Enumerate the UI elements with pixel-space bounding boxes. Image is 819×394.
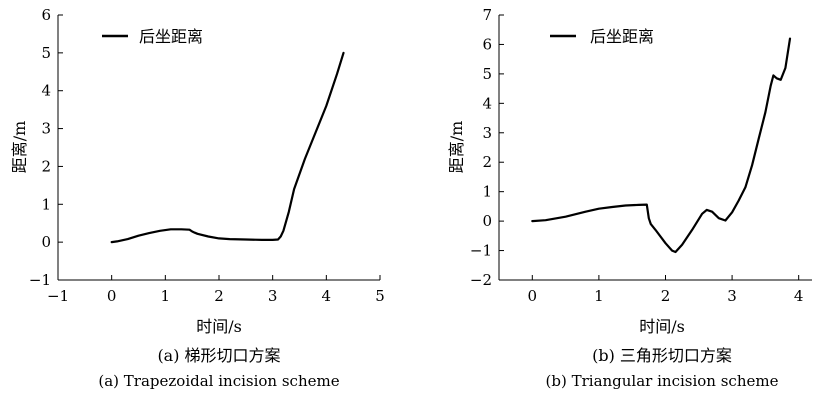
caption-zh: (b) 三角形切口方案 (592, 346, 732, 365)
x-tick-label: 0 (528, 287, 538, 305)
legend-label: 后坐距离 (139, 27, 203, 46)
y-tick-label: −1 (29, 271, 51, 289)
y-tick-label: 3 (482, 124, 492, 142)
x-tick-label: 2 (661, 287, 671, 305)
y-tick-label: 5 (41, 44, 51, 62)
y-tick-label: 4 (41, 82, 51, 100)
x-tick-label: 5 (375, 287, 385, 305)
y-tick-label: 6 (482, 35, 492, 53)
series-line (110, 51, 345, 244)
y-tick-label: 2 (482, 153, 492, 171)
caption-en: (a) Trapezoidal incision scheme (98, 372, 339, 390)
y-tick-label: 1 (482, 183, 492, 201)
legend: 后坐距离 (550, 27, 654, 46)
x-tick-label: 1 (161, 287, 171, 305)
x-tick-label: 3 (268, 287, 278, 305)
y-tick-label: −1 (470, 242, 492, 260)
x-tick-label: 0 (107, 287, 117, 305)
caption-en: (b) Triangular incision scheme (546, 372, 779, 390)
y-tick-label: 7 (482, 6, 492, 24)
x-axis-label: 时间/s (639, 317, 685, 336)
y-tick-label: 1 (41, 195, 51, 213)
y-tick-label: 0 (41, 233, 51, 251)
legend-label: 后坐距离 (590, 27, 654, 46)
x-tick-label: −1 (47, 287, 69, 305)
y-axis-label: 距离/m (447, 121, 466, 174)
x-tick-label: 3 (727, 287, 737, 305)
y-tick-label: 3 (41, 120, 51, 138)
y-tick-label: 5 (482, 65, 492, 83)
caption-zh: (a) 梯形切口方案 (157, 346, 280, 365)
y-tick-label: −2 (470, 271, 492, 289)
y-tick-label: 4 (482, 94, 492, 112)
x-axis-label: 时间/s (196, 317, 242, 336)
y-tick-label: 6 (41, 6, 51, 24)
y-tick-label: 0 (482, 212, 492, 230)
series-line (531, 37, 792, 254)
chart-panel-b: 0 1 2 3 4 −2 −1 0 1 2 3 4 5 6 7 后坐距离 距离/m 时间/s (b) 三角… (447, 6, 812, 390)
x-tick-label: 4 (322, 287, 332, 305)
y-tick-label: 2 (41, 157, 51, 175)
x-tick-label: 4 (794, 287, 804, 305)
x-tick-label: 2 (214, 287, 224, 305)
chart-panel-a: −1 0 1 2 3 4 5 −1 0 1 2 3 4 5 6 后坐距离 距离/m 时间/s (a) 梯形… (10, 6, 385, 390)
x-tick-label: 1 (594, 287, 604, 305)
legend: 后坐距离 (102, 27, 203, 46)
y-axis-label: 距离/m (10, 121, 29, 174)
